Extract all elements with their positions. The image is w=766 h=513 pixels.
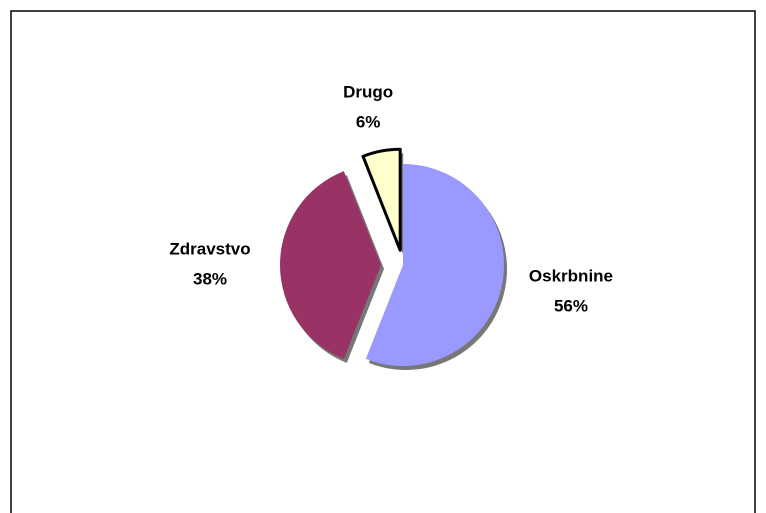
chart-frame: [10, 10, 756, 513]
slice-value-label: 6%: [356, 112, 381, 131]
slice-label: Zdravstvo: [169, 239, 250, 258]
pie: [279, 147, 507, 370]
slice: [361, 147, 402, 252]
slice-label: Oskrbnine: [529, 267, 613, 286]
slice-value-label: 38%: [193, 269, 227, 288]
slice: [279, 171, 381, 359]
slice-label: Drugo: [343, 82, 393, 101]
slice-value-label: 56%: [554, 297, 588, 316]
slice: [365, 164, 504, 366]
